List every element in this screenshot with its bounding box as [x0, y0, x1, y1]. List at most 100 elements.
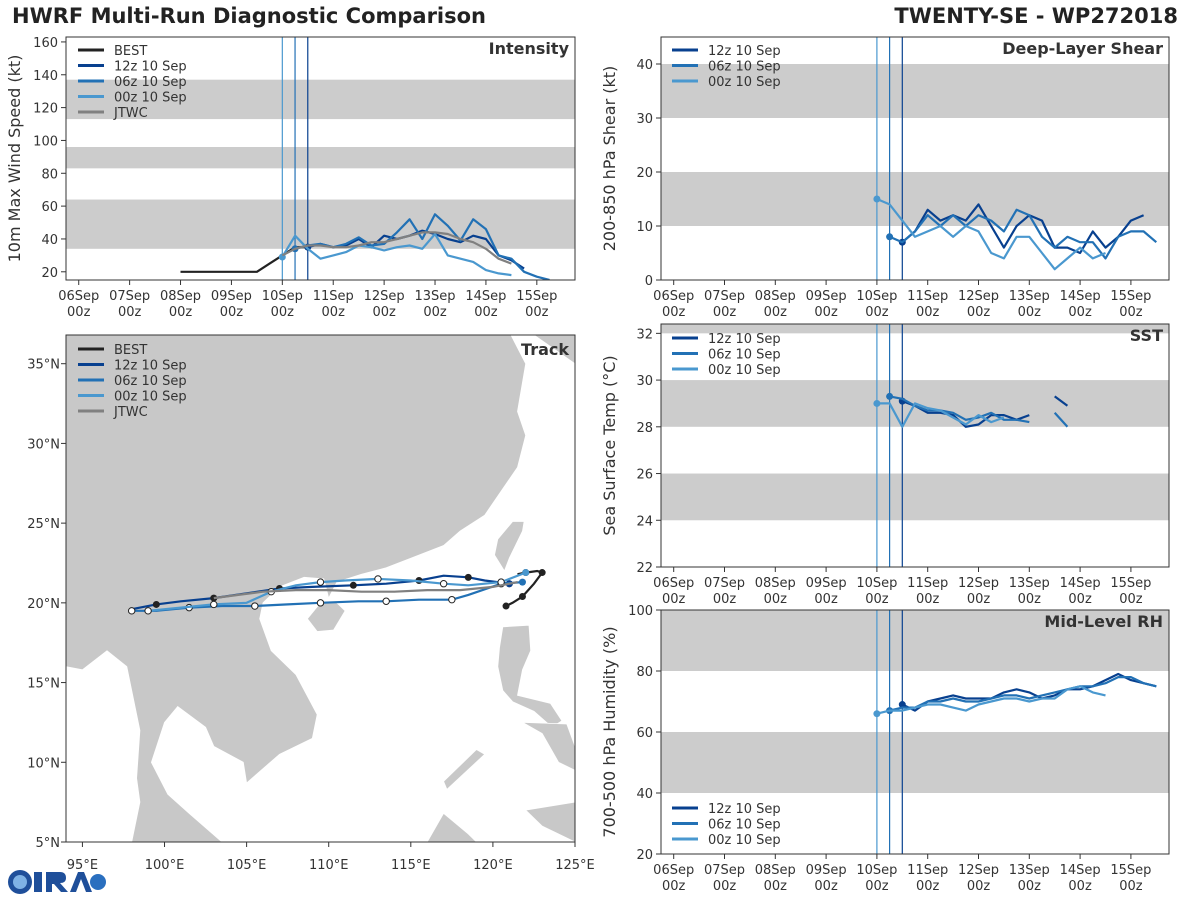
shade-band: [661, 473, 1169, 521]
panel-title: Mid-Level RH: [1044, 612, 1163, 631]
track-marker-filled: [210, 594, 218, 602]
x-tick-label: 06Sep: [58, 289, 99, 304]
series-start-marker: [873, 710, 881, 718]
y-tick-label: 10°N: [27, 756, 60, 771]
shade-band: [66, 79, 575, 120]
x-tick-label: 00z: [525, 305, 549, 320]
x-tick-label: 13Sep: [415, 289, 456, 304]
track-marker-open: [251, 602, 259, 610]
legend-entry: 12z 10 Sep: [114, 60, 187, 75]
y-tick-label: 20°N: [27, 597, 60, 612]
track-marker-filled: [152, 600, 160, 608]
y-tick-label: 80: [636, 665, 653, 680]
x-tick-label: 00z: [764, 305, 788, 320]
x-tick-label: 14Sep: [1060, 576, 1101, 591]
track-marker-open: [448, 595, 456, 604]
track-start-marker: [522, 569, 530, 577]
x-tick-label: 07Sep: [109, 289, 150, 304]
axes-frame: [65, 334, 576, 843]
land-group: [66, 335, 575, 842]
y-tick-label: 40: [41, 233, 58, 248]
series-start-marker: [873, 399, 881, 407]
legend-entry: 06z 10 Sep: [708, 348, 781, 363]
y-axis-label: Sea Surface Temp (°C): [600, 355, 619, 535]
tracks-group: [127, 569, 546, 615]
x-tick-label: 09Sep: [211, 289, 252, 304]
panel-title: Intensity: [489, 39, 570, 58]
shade-band: [66, 147, 575, 169]
series-start-marker: [898, 701, 906, 709]
y-tick-label: 100: [628, 604, 653, 619]
series-group: [180, 213, 550, 280]
x-tick-label: 120°E: [473, 858, 513, 873]
panel-title: Track: [521, 340, 569, 359]
storm-id-title: TWENTY-SE - WP272018: [894, 4, 1178, 28]
y-tick-label: 15°N: [27, 677, 60, 692]
x-tick-label: 13Sep: [1009, 863, 1050, 878]
y-tick-label: 20: [636, 166, 653, 181]
panel-title: Deep-Layer Shear: [1002, 39, 1163, 58]
track-marker-filled: [349, 581, 357, 589]
y-tick-label: 28: [636, 421, 653, 436]
mindanao-island: [524, 801, 575, 842]
y-tick-label: 100: [33, 134, 58, 149]
series-start-marker: [886, 392, 894, 400]
y-tick-label: 26: [636, 468, 653, 483]
x-tick-label: 07Sep: [704, 863, 745, 878]
palawan-island: [443, 749, 486, 791]
legend-entry: BEST: [114, 44, 147, 59]
x-tick-label: 10Sep: [856, 576, 897, 591]
legend-entry: JTWC: [113, 405, 148, 420]
series-start-marker: [873, 195, 881, 203]
x-tick-label: 13Sep: [1009, 289, 1050, 304]
x-tick-label: 00z: [1068, 305, 1092, 320]
y-axis-label: 200-850 hPa Shear (kt): [600, 66, 619, 252]
legend-entry: 00z 10 Sep: [114, 390, 187, 405]
y-tick-label: 120: [33, 102, 58, 117]
y-tick-label: 35°N: [27, 358, 60, 373]
track-marker-filled: [502, 602, 510, 610]
panel-sst: 22242628303206Sep00z07Sep00z08Sep00z09Se…: [600, 323, 1170, 607]
x-tick-label: 125°E: [555, 858, 595, 873]
x-tick-label: 14Sep: [1060, 863, 1101, 878]
x-tick-label: 00z: [916, 592, 940, 607]
x-tick-label: 00z: [967, 879, 991, 894]
x-tick-label: 00z: [814, 592, 838, 607]
y-tick-label: 30: [636, 112, 653, 127]
track-marker-filled: [538, 569, 546, 577]
x-tick-label: 00z: [1068, 592, 1092, 607]
series-line: [889, 675, 1157, 712]
series-line: [901, 400, 1030, 428]
y-tick-label: 140: [33, 69, 58, 84]
track-marker-open: [210, 600, 218, 609]
visayas-islands: [522, 722, 575, 771]
panel-mid-level-rh: 2040608010006Sep00z07Sep00z08Sep00z09Sep…: [600, 604, 1170, 894]
borneo-coast: [426, 812, 478, 842]
panel-deep-layer-shear: 01020304006Sep00z07Sep00z08Sep00z09Sep00…: [600, 36, 1170, 320]
x-tick-label: 00z: [713, 592, 737, 607]
x-tick-label: 09Sep: [806, 863, 847, 878]
track-start-marker: [518, 578, 526, 586]
y-tick-label: 20: [41, 266, 58, 281]
legend-entry: 12z 10 Sep: [708, 44, 781, 59]
y-tick-label: 40: [636, 787, 653, 802]
taiwan-island: [494, 521, 525, 572]
y-axis-label: 10m Max Wind Speed (kt): [5, 55, 24, 263]
series-group: [873, 672, 1157, 718]
x-tick-label: 10Sep: [856, 863, 897, 878]
track-marker-open: [127, 607, 136, 615]
x-tick-label: 10Sep: [856, 289, 897, 304]
x-tick-label: 09Sep: [806, 576, 847, 591]
legend-entry: 06z 10 Sep: [708, 818, 781, 833]
x-tick-label: 08Sep: [755, 863, 796, 878]
legend-entry: 00z 10 Sep: [708, 75, 781, 90]
legend-entry: JTWC: [113, 106, 148, 121]
x-tick-label: 08Sep: [755, 289, 796, 304]
x-tick-label: 00z: [322, 305, 346, 320]
shade-band: [661, 610, 1169, 671]
x-tick-label: 110°E: [309, 858, 349, 873]
legend-entry: 06z 10 Sep: [114, 374, 187, 389]
mainland-china-southeast-asia: [66, 335, 575, 842]
x-tick-label: 105°E: [227, 858, 267, 873]
